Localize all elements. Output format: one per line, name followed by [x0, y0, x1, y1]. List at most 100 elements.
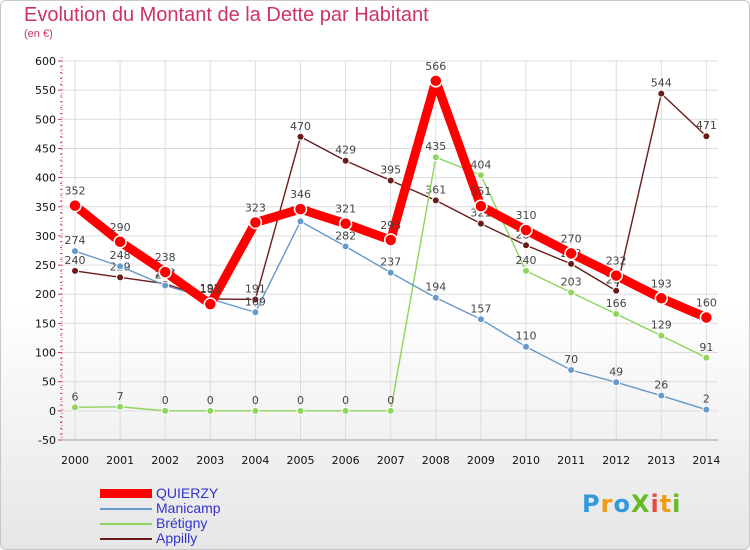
- data-label-quierzy-2000: 352: [65, 185, 86, 198]
- data-label-quierzy-2006: 321: [335, 203, 356, 216]
- y-tick-label-300: 300: [35, 230, 56, 243]
- x-tick-label-2000: 2000: [61, 454, 89, 467]
- data-point-quierzy-2009: [474, 199, 488, 213]
- data-point-manicamp-2009: [476, 315, 485, 324]
- data-label-quierzy-2005: 346: [290, 188, 311, 201]
- data-point-quierzy-2013: [654, 291, 669, 306]
- data-label-bretigny-2005: 0: [297, 394, 304, 407]
- x-tick-label-2013: 2013: [647, 454, 675, 467]
- legend-swatch-appilly: [100, 538, 152, 540]
- data-label-bretigny-2014: 91: [699, 341, 713, 354]
- data-label-manicamp-2014: 2: [703, 393, 710, 406]
- data-point-appilly-2013: [657, 89, 666, 98]
- logo-letter: r: [600, 490, 614, 518]
- logo-letter: i: [650, 490, 660, 518]
- data-point-quierzy-2010: [519, 223, 533, 237]
- logo-letter: P: [582, 490, 601, 518]
- y-tick-label-350: 350: [35, 201, 56, 214]
- data-point-appilly-2005: [296, 132, 305, 141]
- data-label-quierzy-2011: 270: [561, 232, 582, 245]
- data-point-bretigny-2010: [522, 266, 530, 275]
- data-point-manicamp-2006: [341, 242, 350, 251]
- data-label-quierzy-2008: 566: [425, 60, 446, 73]
- data-label-appilly-2006: 429: [335, 144, 356, 157]
- unit-label: (en €): [24, 28, 53, 40]
- data-label-quierzy-2010: 310: [516, 209, 537, 222]
- data-label-bretigny-2006: 0: [342, 394, 349, 407]
- data-label-quierzy-2012: 232: [606, 255, 627, 268]
- y-tick-label-200: 200: [35, 288, 56, 301]
- data-label-bretigny-2004: 0: [252, 394, 259, 407]
- data-point-bretigny-2013: [657, 331, 666, 340]
- data-label-bretigny-2007: 0: [387, 394, 394, 407]
- y-tick-label-500: 500: [35, 113, 56, 126]
- y-tick-label-600: 600: [35, 55, 56, 68]
- data-point-appilly-2008: [431, 196, 440, 205]
- data-point-bretigny-2007: [386, 406, 395, 415]
- data-point-bretigny-2006: [341, 406, 350, 415]
- x-tick-label-2001: 2001: [106, 454, 134, 467]
- data-point-manicamp-2004: [251, 308, 260, 317]
- x-tick-label-2008: 2008: [422, 454, 450, 467]
- x-tick-label-2005: 2005: [287, 454, 315, 467]
- data-label-appilly-2004: 191: [245, 282, 266, 295]
- data-point-quierzy-2011: [564, 246, 578, 261]
- data-point-bretigny-2012: [612, 310, 621, 319]
- data-label-manicamp-2012: 49: [609, 365, 623, 378]
- data-point-appilly-2009: [476, 219, 485, 228]
- x-tick-label-2007: 2007: [377, 454, 405, 467]
- data-label-appilly-2014: 471: [696, 119, 717, 132]
- data-point-bretigny-2001: [116, 402, 125, 411]
- legend-swatch-bretigny: [100, 523, 152, 525]
- data-label-bretigny-2000: 6: [72, 390, 79, 403]
- data-label-bretigny-2010: 240: [516, 254, 537, 267]
- data-label-quierzy-2001: 290: [110, 221, 131, 234]
- data-point-bretigny-2005: [296, 406, 305, 415]
- data-label-manicamp-2004: 169: [245, 295, 266, 308]
- data-point-manicamp-2007: [386, 268, 395, 277]
- data-point-manicamp-2005: [296, 217, 305, 226]
- data-label-appilly-2008: 361: [425, 183, 446, 196]
- data-label-bretigny-2003: 0: [207, 394, 214, 407]
- data-point-manicamp-2014: [702, 405, 711, 414]
- data-label-quierzy-2002: 238: [155, 251, 176, 264]
- x-tick-label-2011: 2011: [557, 454, 585, 467]
- legend-label-manicamp: Manicamp: [156, 500, 221, 516]
- data-point-manicamp-2001: [116, 262, 125, 271]
- data-point-quierzy-2005: [293, 202, 308, 216]
- data-point-manicamp-2011: [567, 366, 576, 375]
- data-point-bretigny-2009: [476, 171, 485, 180]
- y-tick-label-150: 150: [35, 317, 56, 330]
- data-point-quierzy-2002: [158, 265, 172, 279]
- data-point-quierzy-2006: [338, 216, 353, 231]
- y-tick-label-450: 450: [35, 142, 56, 155]
- data-label-bretigny-2002: 0: [162, 394, 169, 407]
- legend-label-appilly: Appilly: [156, 530, 198, 546]
- data-point-appilly-2012: [612, 286, 621, 295]
- data-point-bretigny-2014: [702, 353, 711, 362]
- data-label-quierzy-2007: 293: [380, 219, 401, 232]
- x-tick-label-2014: 2014: [692, 454, 720, 467]
- y-tick-label--50: -50: [38, 434, 56, 447]
- data-point-manicamp-2008: [431, 293, 440, 302]
- data-label-bretigny-2009: 404: [470, 158, 491, 171]
- data-label-bretigny-2013: 129: [651, 319, 672, 332]
- data-label-bretigny-2011: 203: [561, 275, 582, 288]
- logo-letter: t: [659, 490, 673, 518]
- data-point-quierzy-2001: [113, 235, 127, 249]
- y-tick-label-250: 250: [35, 259, 56, 272]
- data-label-appilly-2000: 240: [65, 254, 86, 267]
- data-point-appilly-2006: [341, 156, 350, 165]
- data-point-quierzy-2004: [248, 215, 263, 230]
- x-tick-label-2010: 2010: [512, 454, 540, 467]
- data-point-quierzy-2014: [699, 310, 714, 325]
- data-label-quierzy-2014: 160: [696, 297, 717, 310]
- data-point-appilly-2007: [386, 176, 395, 185]
- data-point-bretigny-2002: [161, 406, 170, 415]
- data-label-bretigny-2001: 7: [117, 390, 124, 403]
- data-point-manicamp-2012: [612, 378, 621, 387]
- data-point-bretigny-2008: [431, 153, 440, 162]
- data-point-bretigny-2011: [567, 288, 576, 297]
- data-point-appilly-2000: [71, 266, 79, 275]
